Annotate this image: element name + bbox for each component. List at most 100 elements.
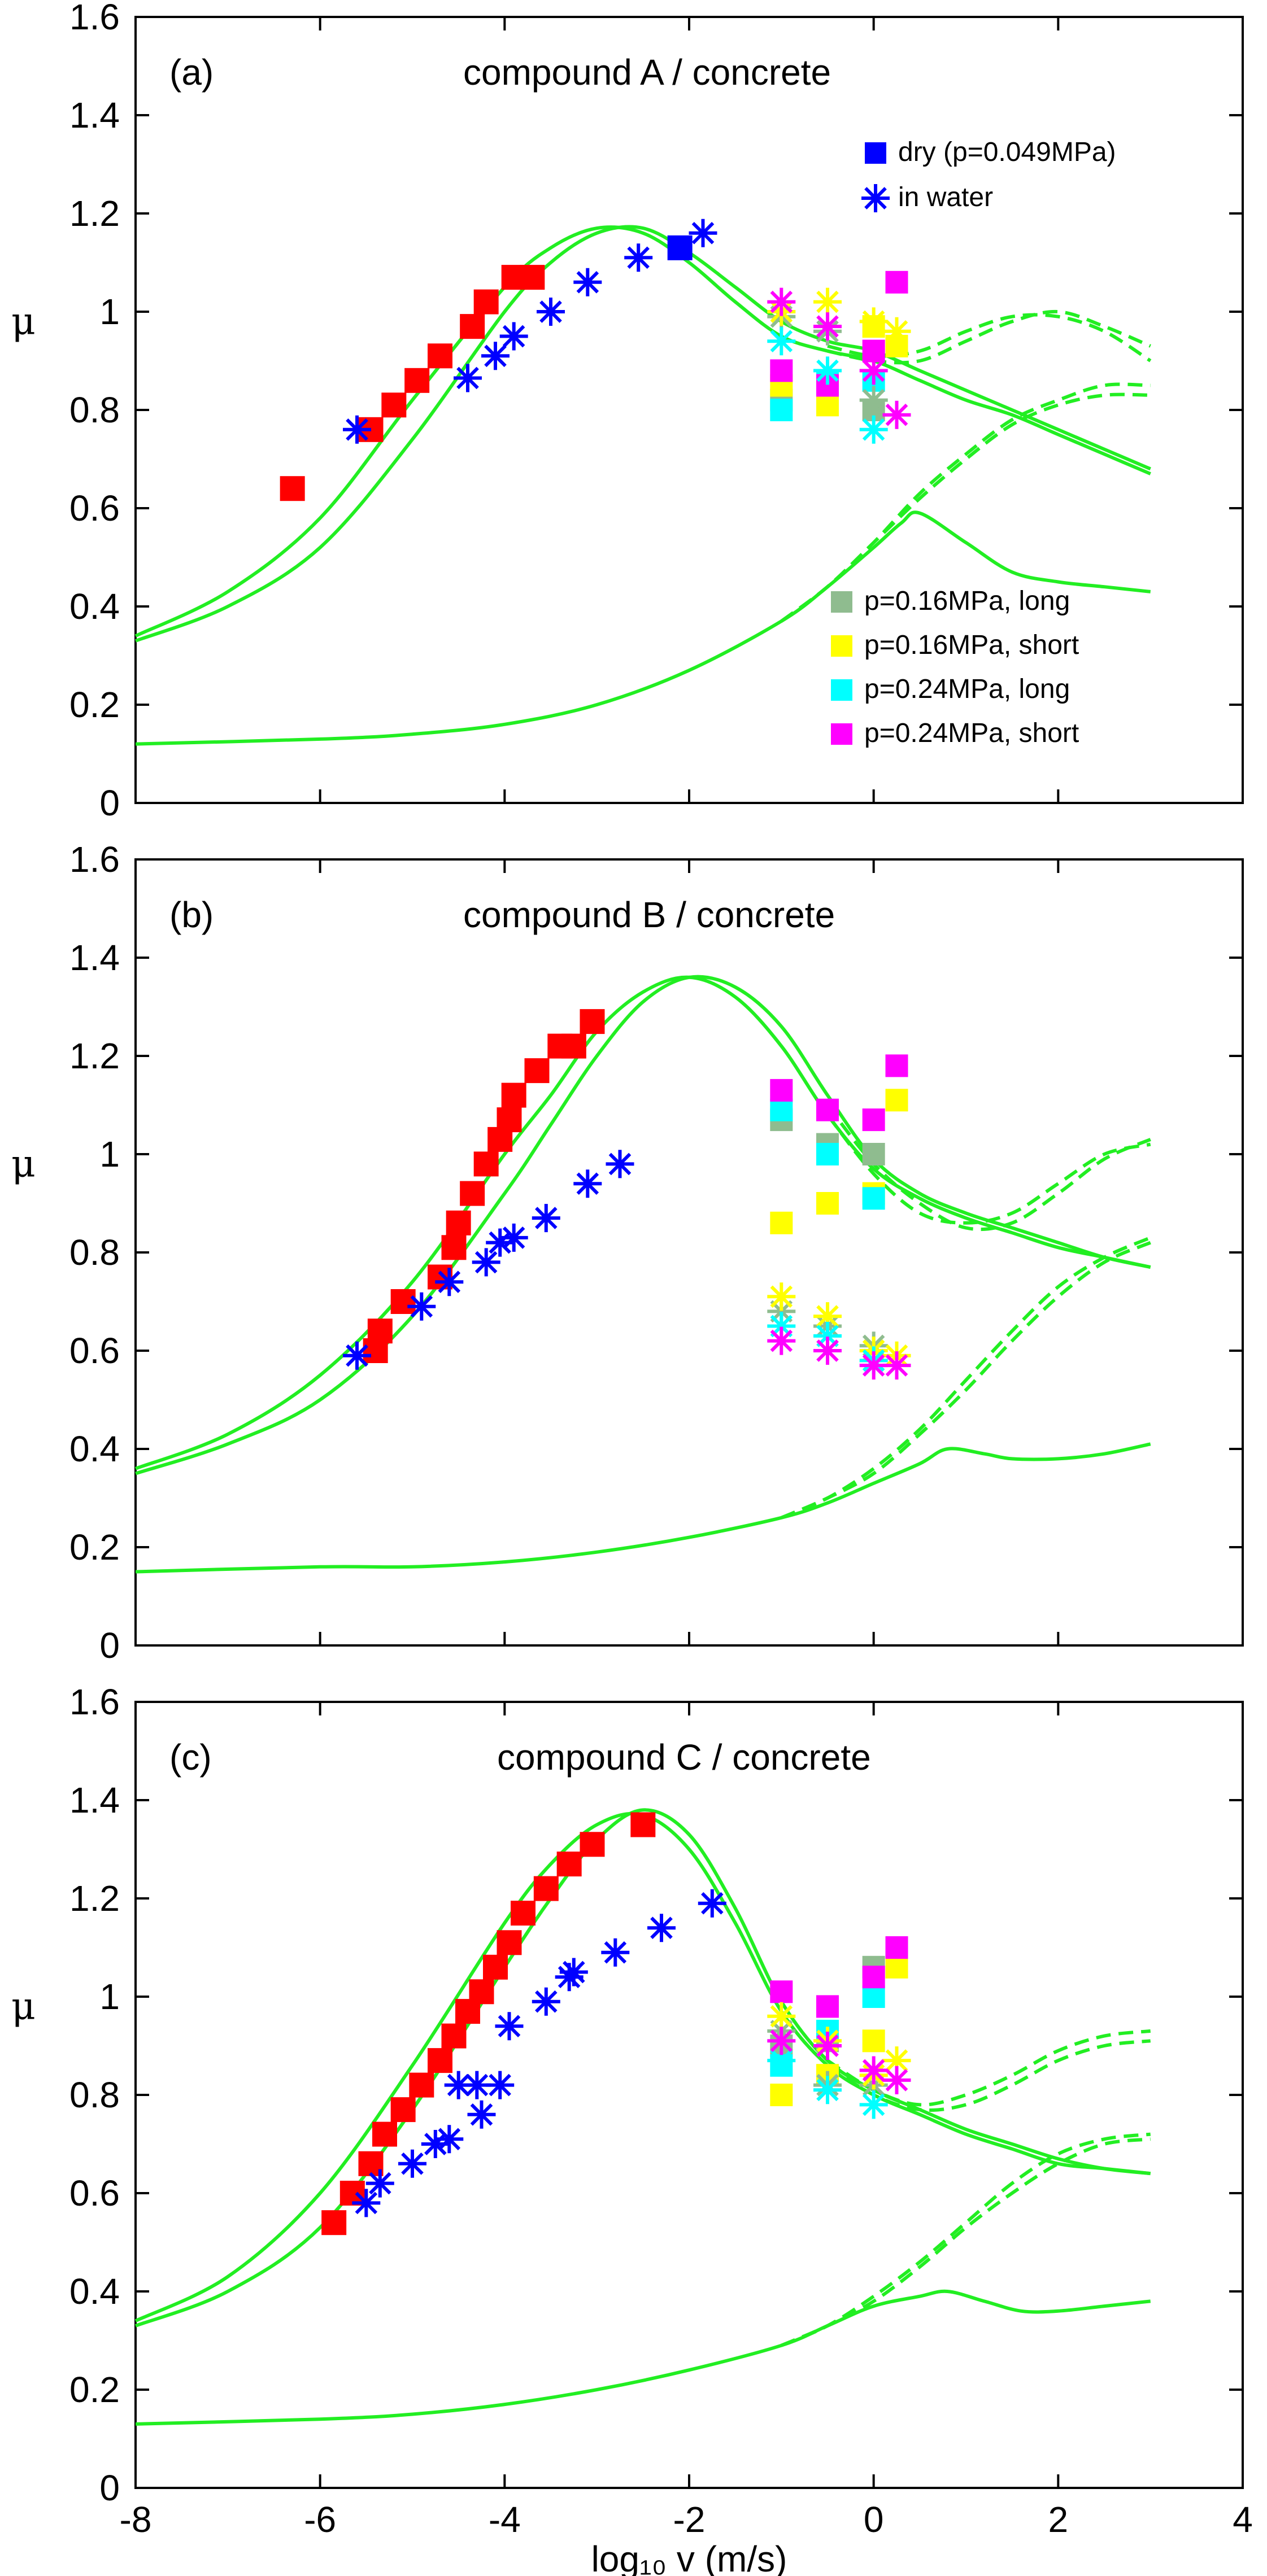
high-speed-star <box>859 2056 888 2085</box>
high-speed-square <box>862 2029 885 2053</box>
y-axis-label: μ <box>11 299 36 343</box>
panel-b: 0 0.2 0.4 0.6 0.8 1 1.2 1.4 1.6 μ (b) compound B / … <box>11 839 1244 1666</box>
theory-curve-solid <box>134 225 1151 638</box>
water-data-star <box>537 298 565 326</box>
dry-data-square <box>460 314 485 339</box>
high-speed-star <box>882 2046 911 2075</box>
high-speed-star <box>767 1297 796 1326</box>
dry-data-square <box>280 476 305 501</box>
y-tick-label: 0.8 <box>69 2075 120 2115</box>
high-speed-square <box>770 399 793 421</box>
dry-data-square <box>630 1812 656 1837</box>
high-speed-square <box>862 1108 885 1132</box>
y-tick-label: 1.4 <box>69 937 120 978</box>
dry-data-square <box>446 1210 471 1235</box>
high-speed-star <box>882 317 911 346</box>
dry-data-square <box>580 1009 605 1034</box>
water-data-star <box>343 1341 371 1370</box>
panel-title: compound B / concrete <box>463 894 835 935</box>
legend-marker-star <box>861 184 890 212</box>
dry-data-square <box>404 368 430 393</box>
dry-data-square <box>372 2121 397 2147</box>
water-data-star <box>343 415 371 444</box>
high-speed-square <box>770 2084 793 2106</box>
panel-tag: (c) <box>169 1737 212 1778</box>
y-tick-label: 0 <box>99 783 120 823</box>
x-tick-label: -4 <box>489 2499 521 2540</box>
high-speed-star <box>859 1351 888 1380</box>
high-speed-star <box>813 1337 842 1365</box>
high-speed-square <box>770 1079 793 1102</box>
water-data-star <box>495 2012 524 2041</box>
water-data-star <box>499 322 528 351</box>
high-speed-star <box>767 287 796 316</box>
theory-curve-solid <box>134 225 1151 643</box>
theory-curve-solid <box>134 1811 1151 2322</box>
dry-data-square <box>428 343 452 369</box>
y-tick-label: 0.6 <box>69 1330 120 1371</box>
water-data-star <box>365 2169 394 2198</box>
y-tick-label: 1.2 <box>69 1036 120 1076</box>
high-speed-star <box>767 1312 796 1341</box>
y-axis-label: μ <box>11 1142 36 1185</box>
y-tick-label: 1 <box>99 1976 120 2017</box>
high-speed-star <box>813 287 842 316</box>
water-data-star <box>472 1248 500 1277</box>
high-speed-star <box>813 2076 842 2105</box>
high-speed-square <box>816 1143 839 1165</box>
dry-data-square <box>441 1235 467 1260</box>
high-speed-star <box>859 307 888 336</box>
water-data-star <box>454 364 482 392</box>
theory-curve-dashed <box>826 2029 1151 2107</box>
high-speed-star <box>882 400 911 429</box>
y-tick-label: 0.2 <box>69 2369 120 2410</box>
theory-curve-dashed <box>781 2132 1151 2347</box>
high-speed-square <box>885 270 908 294</box>
high-speed-star <box>859 356 888 385</box>
high-speed-square <box>862 1143 885 1165</box>
panel-a: 0 0.2 0.4 0.6 0.8 1 1.2 1.4 1.6 μ (a) compound A / … <box>11 0 1244 823</box>
dry-data-square <box>441 2023 467 2049</box>
x-tick-label: 4 <box>1233 2499 1253 2540</box>
high-speed-square <box>885 1936 908 1959</box>
high-speed-square <box>816 1995 839 2018</box>
y-tick-label: 0.4 <box>69 586 120 627</box>
high-speed-square <box>885 1054 908 1077</box>
y-tick-label: 0.2 <box>69 684 120 725</box>
theory-curve-dashed <box>826 2039 1151 2112</box>
high-speed-star <box>767 1326 796 1355</box>
legend-marker-square <box>831 635 852 657</box>
high-speed-square <box>885 1089 908 1112</box>
y-tick-label: 0 <box>99 1625 120 1666</box>
theory-curve-solid <box>135 1442 1151 1574</box>
y-tick-label: 0.8 <box>69 1232 120 1273</box>
x-tick-label: 2 <box>1048 2499 1069 2540</box>
water-data-star <box>467 2100 496 2129</box>
legend-label: p=0.16MPa, short <box>864 630 1079 660</box>
water-data-star <box>559 1958 588 1986</box>
dry-data-square <box>473 289 499 315</box>
y-tick-label: 1.6 <box>69 839 120 880</box>
legend-marker-square <box>865 142 886 164</box>
dry-data-square-blue <box>667 235 693 260</box>
water-data-star <box>352 2189 381 2217</box>
water-data-star <box>624 243 653 272</box>
legend-label: p=0.24MPa, long <box>864 674 1070 704</box>
y-tick-label: 0.2 <box>69 1527 120 1568</box>
dry-data-square <box>497 1107 522 1133</box>
y-tick-label: 0.4 <box>69 2271 120 2312</box>
high-speed-square <box>770 1098 793 1121</box>
high-speed-star <box>767 2002 796 2031</box>
panel-tag: (b) <box>169 894 214 935</box>
dry-data-square <box>561 1033 586 1059</box>
water-data-star <box>435 1268 464 1296</box>
legend-marker-square <box>831 723 852 745</box>
water-data-star <box>463 2071 491 2099</box>
theory-curve-dashed <box>826 1114 1151 1225</box>
theory-curve-solid <box>135 510 1151 746</box>
y-tick-label: 1.6 <box>69 0 120 37</box>
high-speed-star <box>813 312 842 341</box>
high-speed-star <box>882 1351 911 1380</box>
legend-marker-square <box>831 679 852 701</box>
